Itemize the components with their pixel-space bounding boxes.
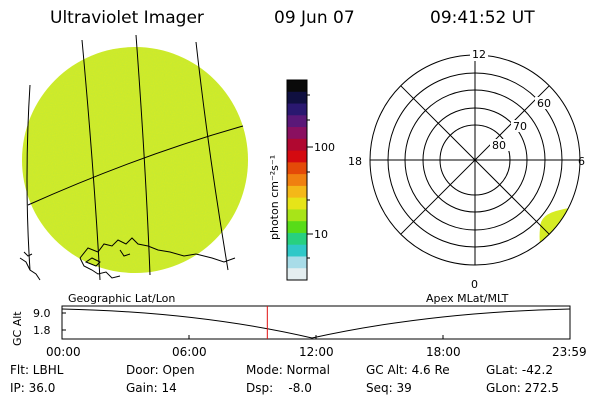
coastline [19,237,236,281]
colorbar-segment [287,115,307,128]
mlt-label-0: 0 [471,278,478,291]
polar-plot: 12 18 6 0 60 70 80 [348,47,585,291]
mlt-label-6: 6 [578,155,585,168]
alt-xtick: 18:00 [426,345,461,359]
instrument-title: Ultraviolet Imager [50,8,204,28]
colorbar-segment [287,256,307,269]
date-label: 09 Jun 07 [274,8,355,28]
alt-xtick: 00:00 [46,345,81,359]
seq-info: Seq: 39 [366,381,412,395]
geographic-label: Geographic Lat/Lon [68,292,175,305]
mlat-label-80: 80 [492,139,506,152]
colorbar-segment [287,162,307,175]
colorbar-tick-100: 100 [314,141,335,154]
alt-xtick: 06:00 [172,345,207,359]
alt-ylabel: GC Alt [11,311,24,346]
gc-alt-info: GC Alt: 4.6 Re [366,363,450,377]
alt-ytick-9: 9.0 [33,307,51,320]
colorbar-segment [287,244,307,257]
colorbar [287,80,307,281]
colorbar-segment [287,221,307,234]
meridian-line [195,41,229,271]
alt-xtick: 12:00 [299,345,334,359]
latitude-line [27,125,244,206]
mlat-label-70: 70 [513,120,527,133]
altitude-curve [61,308,571,339]
apex-label: Apex MLat/MLT [426,292,509,305]
mlat-label-60: 60 [537,97,551,110]
filter-info: Flt: LBHL [10,363,64,377]
altitude-plot: GC Alt 9.0 1.8 00:00 06:00 12:00 18:00 2… [11,305,587,359]
colorbar-segment [287,91,307,105]
glon-info: GLon: 272.5 [486,381,559,395]
colorbar-segment [287,103,307,116]
door-info: Door: Open [126,363,195,377]
colorbar-tick-10: 10 [314,228,328,241]
colorbar-segment [287,197,307,210]
polar-uv-patch [539,207,580,262]
colorbar-segment [287,174,307,187]
alt-xtick: 23:59 [552,345,587,359]
ip-info: IP: 36.0 [10,381,56,395]
mlt-label-12: 12 [472,48,486,61]
colorbar-segment [287,127,307,140]
lat-lon-grid [26,34,244,281]
mlt-label-18: 18 [348,155,362,168]
meridian-line [26,84,31,271]
uv-emission-disk [22,47,248,273]
colorbar-segment [287,138,307,152]
colorbar-segment [287,209,307,222]
colorbar-segment [287,150,307,163]
mode-info: Mode: Normal [246,363,330,377]
dsp-info: Dsp: -8.0 [246,381,312,395]
colorbar-unit-label: photon cm⁻²s⁻¹ [268,155,281,240]
colorbar-segment [287,268,307,281]
colorbar-segment [287,232,307,246]
gain-info: Gain: 14 [126,381,177,395]
colorbar-segment [287,185,307,199]
meridian-line [135,34,151,276]
alt-ytick-1.8: 1.8 [33,324,51,337]
colorbar-segment [287,80,307,93]
meridian-line [81,39,101,281]
glat-info: GLat: -42.2 [486,363,553,377]
time-label: 09:41:52 UT [430,8,535,28]
